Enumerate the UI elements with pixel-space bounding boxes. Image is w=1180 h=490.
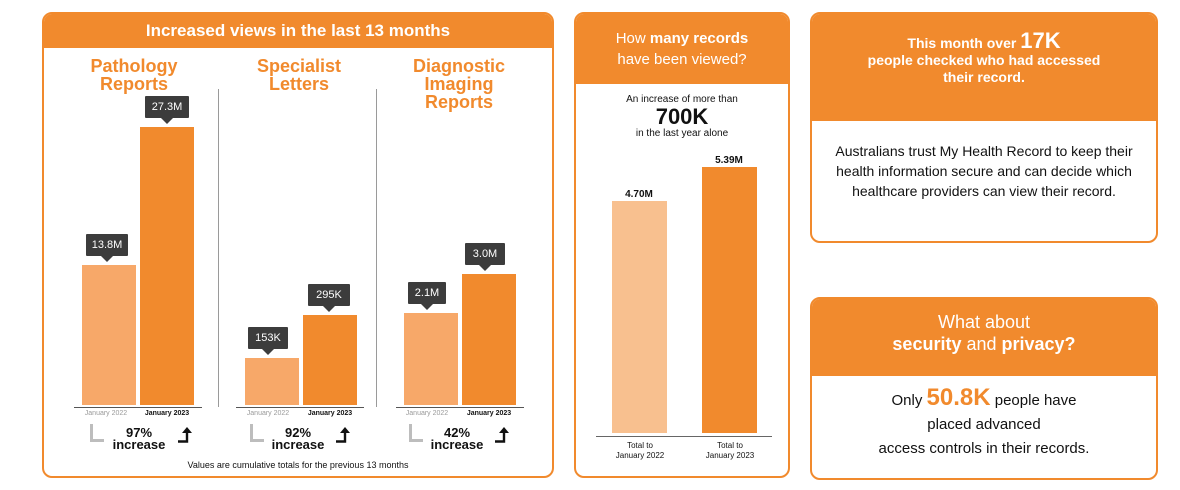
pathology-2023-value: 27.3M xyxy=(145,96,189,124)
increased-views-title: Increased views in the last 13 months xyxy=(44,14,552,48)
increase-pct: 97% xyxy=(125,425,153,440)
arrow-up-icon xyxy=(336,427,350,443)
imaging-2022-value: 2.1M xyxy=(408,282,446,310)
total-2023-bar xyxy=(702,167,757,433)
total-2023-value: 5.39M xyxy=(715,155,743,166)
security-head-line2: security and privacy? xyxy=(812,333,1156,355)
access-check-line1: This month over 17K xyxy=(812,30,1156,52)
imaging-2022-bar xyxy=(404,313,458,405)
access-controls-line3: access controls in their records. xyxy=(878,440,1090,457)
arrow-up-icon xyxy=(495,427,509,443)
head-bold: many records xyxy=(649,30,749,47)
specialist-2023-bar xyxy=(303,315,357,405)
label-line: January 2022 xyxy=(615,451,665,460)
specialist-2022-value: 153K xyxy=(248,327,288,355)
specialist-title-line2: Letters xyxy=(268,74,330,94)
x-label: January 2022 xyxy=(405,410,449,417)
head-pre: How xyxy=(615,30,650,47)
records-viewed-card: How many records have been viewed? An in… xyxy=(574,12,790,478)
total-2023-label: Total to January 2023 xyxy=(695,441,765,461)
records-baseline xyxy=(596,436,772,437)
access-controls-big-number: 50.8K xyxy=(926,384,991,411)
increase-word: increase xyxy=(112,437,166,452)
footnote: Values are cumulative totals for the pre… xyxy=(187,460,409,470)
increase-pct: 42% xyxy=(443,425,471,440)
pathology-baseline xyxy=(74,407,202,408)
increase-big-number: 700K xyxy=(655,104,709,129)
x-label: January 2023 xyxy=(144,410,190,417)
access-controls-statement: Only 50.8K people have placed advanced a… xyxy=(812,376,1156,461)
head-big-number: 17K xyxy=(1020,28,1061,53)
security-privacy-head: What about security and privacy? xyxy=(812,299,1156,376)
pathology-2023-bar xyxy=(140,127,194,405)
specialist-title: Specialist Letters xyxy=(224,57,374,93)
access-check-card: This month over 17K people checked who h… xyxy=(810,12,1158,243)
x-label: January 2022 xyxy=(84,410,128,417)
privacy-word: privacy? xyxy=(1001,334,1076,354)
bracket-icon xyxy=(250,424,264,442)
increase-outro: in the last year alone xyxy=(635,128,729,139)
records-viewed-title-line2: have been viewed? xyxy=(617,51,747,68)
imaging-title-line1: Diagnostic xyxy=(412,56,505,76)
specialist-title-line1: Specialist xyxy=(256,56,342,76)
imaging-title: Diagnostic Imaging Reports xyxy=(384,57,534,111)
total-2022-value: 4.70M xyxy=(625,189,653,200)
head-pre: This month over xyxy=(907,35,1021,51)
imaging-increase: 42% increase xyxy=(422,425,492,452)
access-check-line2: people checked who had accessed xyxy=(867,52,1101,68)
x-label: January 2023 xyxy=(466,410,512,417)
specialist-increase: 92% increase xyxy=(263,425,333,452)
arrow-up-icon xyxy=(178,427,192,443)
bracket-icon xyxy=(90,424,104,442)
imaging-baseline xyxy=(396,407,524,408)
x-label: January 2022 xyxy=(246,410,290,417)
total-2022-label: Total to January 2022 xyxy=(605,441,675,461)
column-divider xyxy=(218,89,219,407)
increase-word: increase xyxy=(271,437,325,452)
specialist-2023-value: 295K xyxy=(308,284,350,312)
imaging-2023-value: 3.0M xyxy=(465,243,505,271)
total-2022-bar xyxy=(612,201,667,433)
access-check-line3: their record. xyxy=(943,69,1025,85)
imaging-title-line2: Imaging xyxy=(424,74,494,94)
increase-word: increase xyxy=(430,437,484,452)
increase-intro: An increase of more than xyxy=(626,94,738,105)
x-label: January 2023 xyxy=(307,410,353,417)
and-word: and xyxy=(961,334,1002,354)
security-privacy-card: What about security and privacy? Only 50… xyxy=(810,297,1158,480)
pathology-title: Pathology Reports xyxy=(59,57,209,93)
security-word: security xyxy=(892,334,962,354)
imaging-2023-bar xyxy=(462,274,516,405)
security-head-line1: What about xyxy=(937,312,1031,332)
label-line: Total to xyxy=(717,441,743,450)
access-check-head: This month over 17K people checked who h… xyxy=(812,14,1156,121)
pathology-2022-value: 13.8M xyxy=(86,234,128,262)
access-controls-line2: placed advanced xyxy=(927,416,1041,433)
pathology-title-line2: Reports xyxy=(99,74,168,94)
body-post: people have xyxy=(990,392,1077,409)
trust-statement: Australians trust My Health Record to ke… xyxy=(835,143,1133,199)
access-controls-line1: Only 50.8K people have xyxy=(812,386,1156,413)
records-viewed-title-line1: How many records xyxy=(576,28,788,49)
increased-views-card: Increased views in the last 13 months Pa… xyxy=(42,12,554,478)
specialist-2022-bar xyxy=(245,358,299,405)
specialist-baseline xyxy=(236,407,364,408)
imaging-title-line3: Reports xyxy=(424,92,493,112)
pathology-title-line1: Pathology xyxy=(90,56,178,76)
records-viewed-title: How many records have been viewed? xyxy=(576,14,788,84)
column-divider xyxy=(376,89,377,407)
label-line: January 2023 xyxy=(705,451,755,460)
body-pre: Only xyxy=(891,392,927,409)
pathology-increase: 97% increase xyxy=(104,425,174,452)
increase-pct: 92% xyxy=(284,425,312,440)
bracket-icon xyxy=(409,424,423,442)
label-line: Total to xyxy=(627,441,653,450)
pathology-2022-bar xyxy=(82,265,136,405)
